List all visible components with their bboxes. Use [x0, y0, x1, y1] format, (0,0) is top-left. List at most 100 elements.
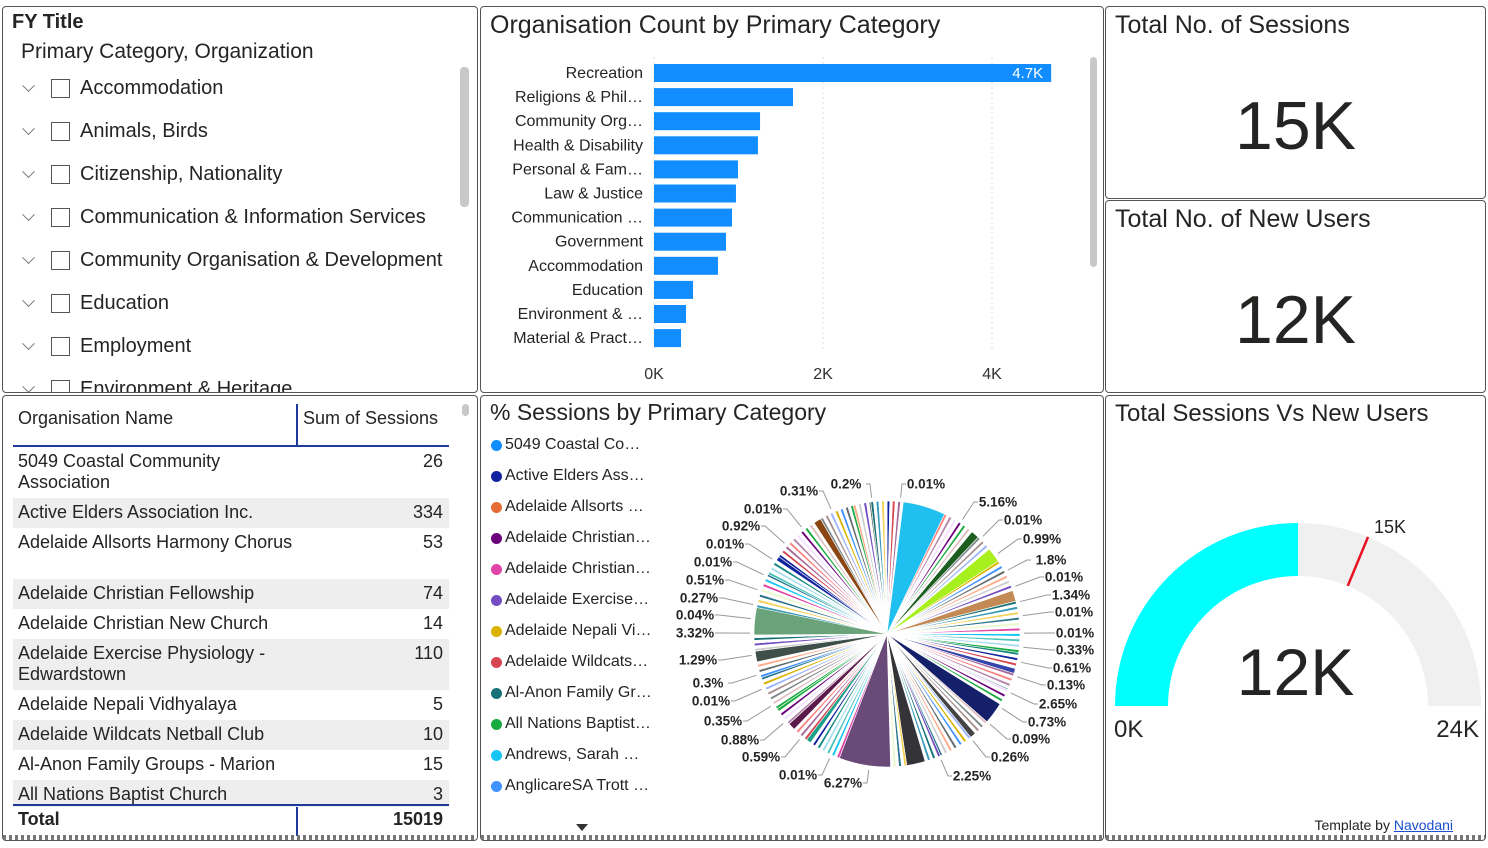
chevron-down-icon[interactable] [21, 382, 35, 392]
slicer-item[interactable]: Employment [21, 331, 191, 361]
bar[interactable] [654, 160, 738, 179]
chevron-down-icon[interactable] [21, 124, 35, 138]
table-row[interactable]: Adelaide Christian Fellowship 74 [13, 579, 449, 609]
table-row[interactable]: Adelaide Christian New Church 14 [13, 609, 449, 639]
bar[interactable] [654, 64, 1052, 82]
table-row[interactable]: Adelaide Allsorts Harmony Chorus 53 [13, 528, 449, 579]
legend-item[interactable]: AnglicareSA Trott … [491, 777, 649, 795]
chevron-down-icon[interactable] [21, 253, 35, 267]
column-header-organisation[interactable]: Organisation Name [18, 408, 174, 428]
chevron-down-icon[interactable] [21, 167, 35, 181]
gauge-min-label: 0K [1114, 716, 1144, 743]
table-row[interactable]: 5049 Coastal Community Association 26 [13, 447, 449, 498]
table-row[interactable]: Al-Anon Family Groups - Marion 15 [13, 750, 449, 780]
table-row[interactable]: Adelaide Nepali Vidhyalaya 5 [13, 690, 449, 720]
chevron-down-icon[interactable] [21, 81, 35, 95]
bar-chart-scrollbar[interactable] [1090, 57, 1097, 267]
category-label: Education [572, 282, 643, 299]
organisation-name: 5049 Coastal Community Association [18, 451, 221, 492]
kpi-new-users-value: 12K [1235, 282, 1356, 358]
table-scrollbar[interactable] [462, 404, 469, 416]
pie-data-label: 1.34% [1051, 587, 1091, 603]
pie-data-label: 0.92% [721, 518, 761, 534]
category-label: Community Org… [515, 113, 643, 130]
legend-item[interactable]: Adelaide Wildcats… [491, 653, 648, 671]
bar[interactable] [654, 184, 736, 203]
bar[interactable] [654, 256, 718, 275]
x-tick-label: 0K [644, 366, 664, 383]
sessions-value: 5 [432, 694, 443, 714]
sessions-value: 74 [422, 583, 443, 603]
slicer-item[interactable]: Citizenship, Nationality [21, 159, 282, 189]
checkbox[interactable] [51, 78, 70, 98]
legend-item[interactable]: Adelaide Christian… [491, 560, 651, 578]
legend-item[interactable]: Active Elders Ass… [491, 467, 645, 485]
table-row[interactable]: Adelaide Wildcats Netball Club 10 [13, 720, 449, 750]
bar[interactable] [654, 329, 682, 348]
bar[interactable] [654, 136, 758, 155]
checkbox[interactable] [51, 379, 70, 392]
pie-data-label: 0.01% [693, 554, 733, 570]
pie-data-label: 0.13% [1046, 677, 1086, 693]
checkbox[interactable] [51, 250, 70, 270]
bar[interactable] [654, 305, 687, 323]
legend-color-dot [491, 687, 502, 699]
slicer-item[interactable]: Education [21, 288, 169, 318]
slicer-item[interactable]: Accommodation [21, 73, 223, 103]
pie-data-label: 0.01% [1055, 625, 1095, 641]
legend-item[interactable]: Al-Anon Family Gr… [491, 684, 652, 702]
checkbox[interactable] [51, 207, 70, 227]
legend-item[interactable]: Andrews, Sarah … [491, 746, 639, 764]
navodani-link[interactable]: Navodani [1393, 817, 1453, 833]
legend-color-dot [491, 563, 502, 575]
pie-slice[interactable] [883, 500, 888, 635]
legend-label: 5049 Coastal Co… [505, 436, 641, 453]
pie-data-label: 2.65% [1038, 696, 1078, 712]
table-row[interactable]: All Nations Baptist Church 3 [13, 780, 449, 807]
bar[interactable] [654, 112, 761, 131]
legend-scroll-down-icon[interactable] [576, 824, 588, 831]
legend-item[interactable]: Adelaide Christian… [491, 529, 651, 547]
bar[interactable] [654, 232, 726, 251]
slicer-item-label: Community Organisation & Development [80, 248, 443, 271]
legend-color-dot [491, 749, 502, 761]
checkbox[interactable] [51, 336, 70, 356]
chevron-down-icon[interactable] [21, 296, 35, 310]
checkbox[interactable] [51, 164, 70, 184]
kpi-sessions-title: Total No. of Sessions [1115, 11, 1350, 39]
table-row[interactable]: Adelaide Exercise Physiology - Edwardsto… [13, 639, 449, 690]
pie-data-label: 0.26% [990, 749, 1030, 765]
slicer-item[interactable]: Communication & Information Services [21, 202, 426, 232]
slicer-item[interactable]: Environment & Heritage [21, 374, 292, 392]
chevron-down-icon[interactable] [21, 339, 35, 353]
pie-data-label: 0.35% [703, 713, 743, 729]
legend-item[interactable]: Adelaide Allsorts … [491, 498, 644, 516]
checkbox[interactable] [51, 293, 70, 313]
slicer-item[interactable]: Animals, Birds [21, 116, 208, 146]
slicer-item[interactable]: Community Organisation & Development [21, 245, 442, 275]
checkbox[interactable] [51, 121, 70, 141]
legend-label: Active Elders Ass… [505, 467, 645, 484]
leader-line [781, 739, 800, 758]
bar[interactable] [654, 208, 732, 227]
chevron-down-icon[interactable] [21, 210, 35, 224]
slicer-scrollbar[interactable] [460, 67, 469, 207]
legend-label: Adelaide Allsorts … [505, 498, 644, 515]
pie-data-label: 0.01% [705, 536, 745, 552]
pie-data-label: 0.27% [679, 590, 719, 606]
legend-item[interactable]: 5049 Coastal Co… [491, 436, 640, 454]
table-row[interactable]: Active Elders Association Inc. 334 [13, 498, 449, 528]
gauge-value: 12K [1236, 635, 1355, 709]
organisation-name: All Nations Baptist Church [18, 784, 228, 804]
category-label: Personal & Fam… [512, 161, 643, 178]
data-label: 4.7K [1012, 65, 1043, 82]
kpi-sessions-value: 15K [1235, 88, 1356, 164]
category-label: Religions & Phil… [515, 89, 643, 106]
legend-item[interactable]: All Nations Baptist… [491, 715, 651, 733]
legend-item[interactable]: Adelaide Nepali Vi… [491, 622, 651, 640]
bar[interactable] [654, 280, 694, 299]
bar[interactable] [654, 88, 794, 107]
column-header-sessions[interactable]: Sum of Sessions [303, 408, 439, 428]
x-tick-label: 2K [813, 366, 833, 383]
legend-item[interactable]: Adelaide Exercise… [491, 591, 649, 609]
